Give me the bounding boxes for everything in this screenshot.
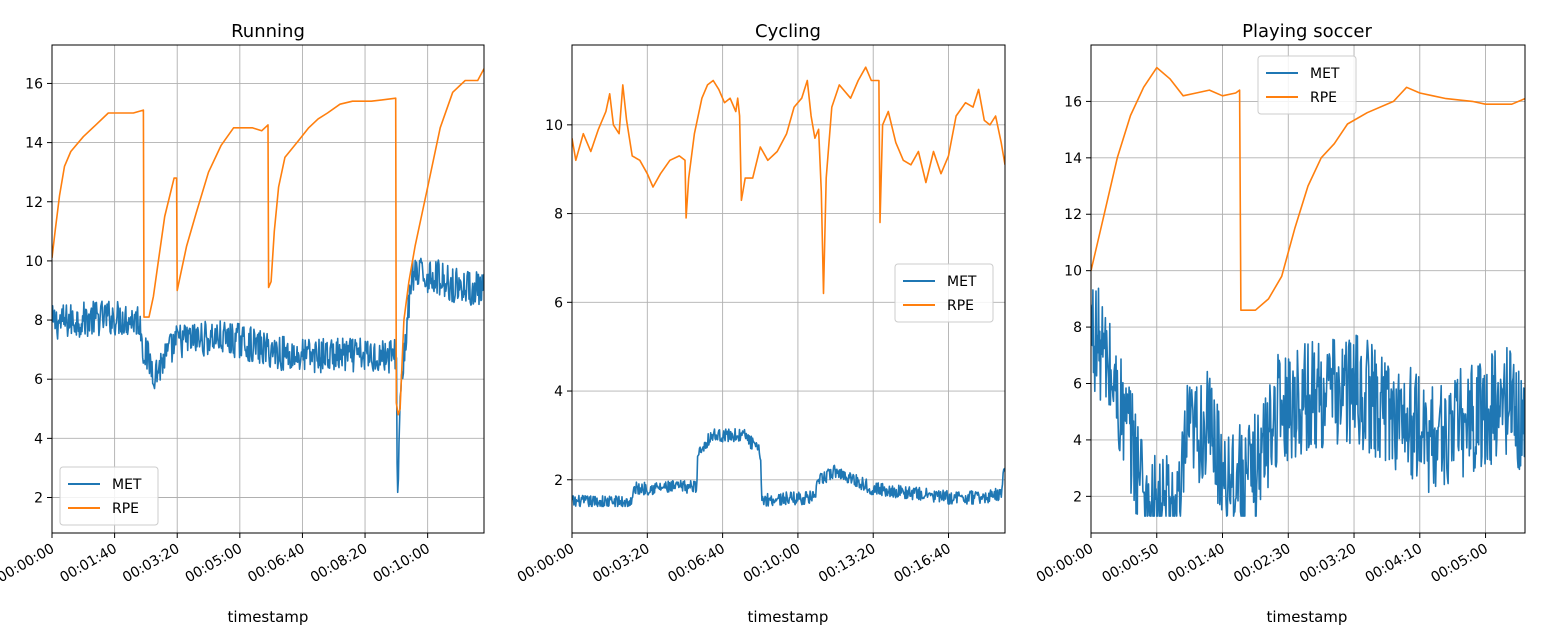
- series-line-met: [52, 257, 484, 494]
- x-tick-label: 00:01:40: [57, 541, 119, 586]
- y-tick-label: 6: [1073, 376, 1082, 392]
- axes-frame: [571, 44, 1006, 534]
- x-tick-label: 00:05:00: [1428, 541, 1490, 586]
- y-tick-label: 10: [1064, 264, 1082, 280]
- legend-box: [1257, 55, 1357, 115]
- chart-title: Running: [231, 21, 305, 42]
- x-tick-label: 00:01:40: [1165, 541, 1227, 586]
- x-tick-label: 00:03:20: [120, 541, 182, 586]
- y-tick-label: 4: [34, 431, 43, 447]
- cycling-chart-panel: Cycling timestamp 00:00:00 00:03:20 00:06:…: [515, 21, 1006, 626]
- x-tick-label: 00:00:00: [515, 541, 577, 586]
- running-chart-panel: Running timestamp 00:00:00 00:01:40 00:03:…: [0, 21, 485, 626]
- y-tick-label: 12: [25, 195, 43, 211]
- x-tick-label: 00:05:00: [183, 541, 245, 586]
- legend: MET RPE: [1257, 55, 1357, 115]
- x-tick-label: 00:13:20: [816, 541, 878, 586]
- axes-frame: [51, 44, 485, 534]
- x-axis-label: timestamp: [1267, 608, 1348, 626]
- x-tick-label: 00:02:30: [1231, 541, 1293, 586]
- x-tick-label: 00:00:00: [1034, 541, 1096, 586]
- legend-label-rpe: RPE: [112, 501, 139, 517]
- y-tick-label: 10: [25, 254, 43, 270]
- chart-title: Cycling: [755, 21, 821, 42]
- legend: MET RPE: [59, 466, 159, 526]
- y-tick-label: 6: [34, 372, 43, 388]
- x-tick-label: 00:00:00: [0, 541, 57, 586]
- x-tick-label: 00:10:00: [370, 541, 432, 586]
- series-line-rpe: [52, 68, 484, 416]
- series-line-met: [1091, 287, 1525, 517]
- x-tick-label: 00:00:50: [1100, 541, 1162, 586]
- legend-label-rpe: RPE: [947, 298, 974, 314]
- x-tick-label: 00:06:40: [665, 541, 727, 586]
- x-tick-label: 00:10:00: [741, 541, 803, 586]
- y-tick-label: 14: [1064, 151, 1082, 167]
- y-tick-label: 2: [554, 473, 563, 489]
- y-tick-label: 16: [25, 76, 43, 92]
- x-axis-label: timestamp: [748, 608, 829, 626]
- x-axis-label: timestamp: [228, 608, 309, 626]
- legend-label-met: MET: [1310, 66, 1340, 82]
- x-tick-label: 00:03:20: [590, 541, 652, 586]
- y-tick-label: 4: [1073, 433, 1082, 449]
- x-tick-label: 00:08:20: [308, 541, 370, 586]
- y-tick-label: 4: [554, 384, 563, 400]
- legend-box: [894, 263, 994, 323]
- soccer-chart-panel: Playing soccer timestamp 00:00:00 00:00:5…: [1034, 21, 1526, 626]
- legend-label-met: MET: [112, 477, 142, 493]
- legend-label-rpe: RPE: [1310, 90, 1337, 106]
- y-tick-label: 2: [34, 491, 43, 507]
- legend-label-met: MET: [947, 274, 977, 290]
- series-line-rpe: [1091, 66, 1525, 311]
- axes-frame: [1090, 44, 1526, 534]
- y-tick-label: 10: [545, 118, 563, 134]
- y-tick-label: 2: [1073, 489, 1082, 505]
- chart-title: Playing soccer: [1242, 21, 1372, 42]
- x-tick-label: 00:06:40: [245, 541, 307, 586]
- series-line-rpe: [572, 66, 1005, 295]
- y-tick-label: 16: [1064, 94, 1082, 110]
- y-tick-label: 14: [25, 136, 43, 152]
- y-tick-label: 8: [554, 207, 563, 223]
- x-tick-label: 00:03:20: [1297, 541, 1359, 586]
- y-tick-label: 8: [1073, 320, 1082, 336]
- series-line-met: [572, 428, 1005, 508]
- x-tick-label: 00:04:10: [1363, 541, 1425, 586]
- y-tick-label: 8: [34, 313, 43, 329]
- legend-box: [59, 466, 159, 526]
- y-tick-label: 6: [554, 295, 563, 311]
- legend: MET RPE: [894, 263, 994, 323]
- y-tick-label: 12: [1064, 207, 1082, 223]
- x-tick-label: 00:16:40: [891, 541, 953, 586]
